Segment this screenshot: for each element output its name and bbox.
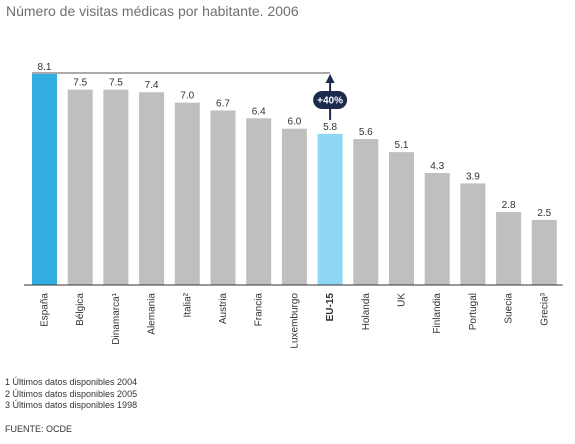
category-label-5: Austria (218, 293, 229, 325)
value-label-9: 5.6 (359, 127, 373, 138)
value-label-0: 8.1 (38, 62, 52, 73)
category-label-13: Suecia (504, 293, 515, 324)
bar-8 (317, 133, 343, 285)
category-label-6: Francia (254, 293, 265, 327)
footnote-2: 2 Últimos datos disponibles 2005 (5, 388, 138, 399)
bar-4 (174, 102, 200, 285)
annotation-arrow-head (325, 74, 335, 83)
value-labels-group: 8.1 7.5 7.5 7.4 7.0 6.7 6.4 6.0 5.8 5.6 5.1 4.3 3.9 2… (38, 62, 552, 219)
annotation-badge (313, 91, 348, 109)
category-label-8: EU-15 (325, 293, 336, 322)
bar-13 (496, 212, 522, 285)
bar-6 (246, 118, 272, 285)
category-label-2: Dinamarca¹ (111, 292, 122, 344)
bar-2 (103, 89, 129, 285)
category-label-0: España (40, 293, 51, 327)
value-label-10: 5.1 (395, 140, 409, 151)
bar-12 (460, 183, 486, 285)
value-label-7: 6.0 (287, 117, 301, 128)
value-label-3: 7.4 (145, 80, 159, 91)
category-label-14: Grecia³ (539, 292, 550, 325)
value-label-1: 7.5 (73, 78, 87, 89)
value-label-11: 4.3 (430, 161, 444, 172)
category-label-10: UK (397, 293, 408, 307)
value-label-13: 2.8 (502, 200, 516, 211)
bar-5 (210, 110, 236, 285)
value-label-2: 7.5 (109, 78, 123, 89)
category-labels-group: España Bélgica Dinamarca¹ Alemania Italia² Au… (40, 292, 551, 348)
footnote-3: 3 Últimos datos disponibles 1998 (5, 400, 138, 410)
category-label-11: Finlandia (432, 293, 443, 334)
bar-1 (67, 89, 93, 285)
growth-annotation: +40% (32, 72, 348, 120)
bar-14 (531, 219, 557, 285)
category-label-7: Luxemburgo (289, 293, 300, 349)
value-label-14: 2.5 (537, 208, 551, 219)
chart-title: Número de visitas médicas por habitante.… (6, 3, 299, 19)
bars-group (32, 74, 557, 286)
value-label-4: 7.0 (180, 91, 194, 102)
category-label-4: Italia² (182, 292, 193, 317)
source-note: FUENTE: OCDE (5, 424, 73, 434)
category-label-12: Portugal (468, 293, 479, 330)
footnotes: 1 Últimos datos disponibles 2004 2 Últim… (5, 377, 137, 412)
value-label-6: 6.4 (252, 106, 266, 117)
annotation-badge-label: +40% (317, 96, 343, 107)
bar-9 (353, 139, 379, 285)
bar-7 (281, 128, 307, 285)
category-label-9: Holanda (361, 293, 372, 331)
bar-0 (32, 74, 57, 285)
footnote-1: 1 Últimos datos disponibles 2004 (5, 377, 138, 387)
value-label-12: 3.9 (466, 171, 480, 182)
category-label-1: Bélgica (75, 293, 86, 326)
value-label-8: 5.8 (323, 122, 337, 133)
value-label-5: 6.7 (216, 98, 230, 109)
bar-10 (389, 152, 414, 285)
category-label-3: Alemania (147, 293, 158, 335)
bar-chart: +40% 8.1 7.5 7.5 7.4 7.0 6.7 6.4 6.0 5.8 5.6 5.1 4.… (24, 62, 563, 349)
bar-3 (139, 92, 165, 286)
bar-11 (424, 172, 450, 285)
